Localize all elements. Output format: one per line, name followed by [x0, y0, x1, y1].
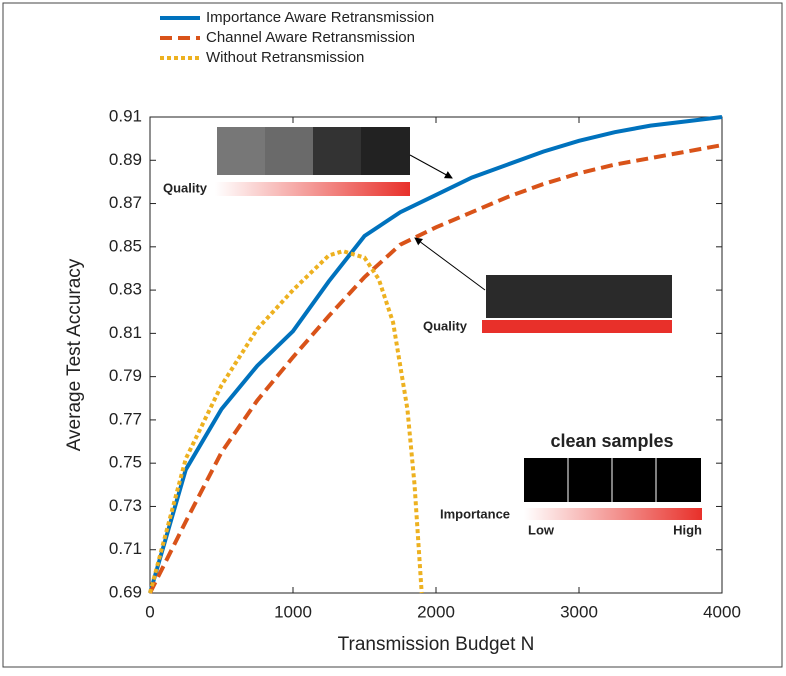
arrow: [410, 155, 452, 178]
y-tick-label: 0.81: [109, 323, 142, 342]
x-axis-label: Transmission Budget N: [338, 634, 535, 655]
y-tick-label: 0.85: [109, 236, 142, 255]
series-line: [150, 251, 422, 593]
y-tick-label: 0.83: [109, 280, 142, 299]
y-tick-label: 0.73: [109, 496, 142, 515]
y-tick-label: 0.71: [109, 539, 142, 558]
x-tick-label: 0: [145, 602, 154, 621]
x-tick-label: 1000: [274, 602, 312, 621]
legend-label: Importance Aware Retransmission: [206, 9, 434, 26]
y-tick-label: 0.69: [109, 582, 142, 601]
y-tick-label: 0.91: [109, 106, 142, 125]
quality-bar: [215, 182, 410, 196]
y-tick-label: 0.75: [109, 453, 142, 472]
series-line: [150, 145, 722, 593]
legend-label: Without Retransmission: [206, 49, 364, 66]
importance-bar: [524, 508, 702, 520]
quality-bar: [482, 320, 672, 333]
x-tick-label: 2000: [417, 602, 455, 621]
annotation: Low: [528, 522, 555, 537]
x-tick-label: 4000: [703, 602, 741, 621]
x-tick-label: 3000: [560, 602, 598, 621]
annotation: Quality: [423, 318, 468, 333]
chart: Transmission Budget N Average Test Accur…: [0, 0, 786, 671]
y-axis-label: Average Test Accuracy: [64, 258, 85, 451]
annotation: Quality: [163, 180, 208, 195]
annotation: clean samples: [550, 431, 673, 451]
y-tick-label: 0.89: [109, 150, 142, 169]
annotation: Importance: [440, 506, 510, 521]
y-tick-label: 0.79: [109, 366, 142, 385]
annotation: High: [673, 522, 702, 537]
y-tick-label: 0.77: [109, 409, 142, 428]
arrow: [415, 238, 485, 290]
legend-label: Channel Aware Retransmission: [206, 29, 415, 46]
y-tick-label: 0.87: [109, 193, 142, 212]
